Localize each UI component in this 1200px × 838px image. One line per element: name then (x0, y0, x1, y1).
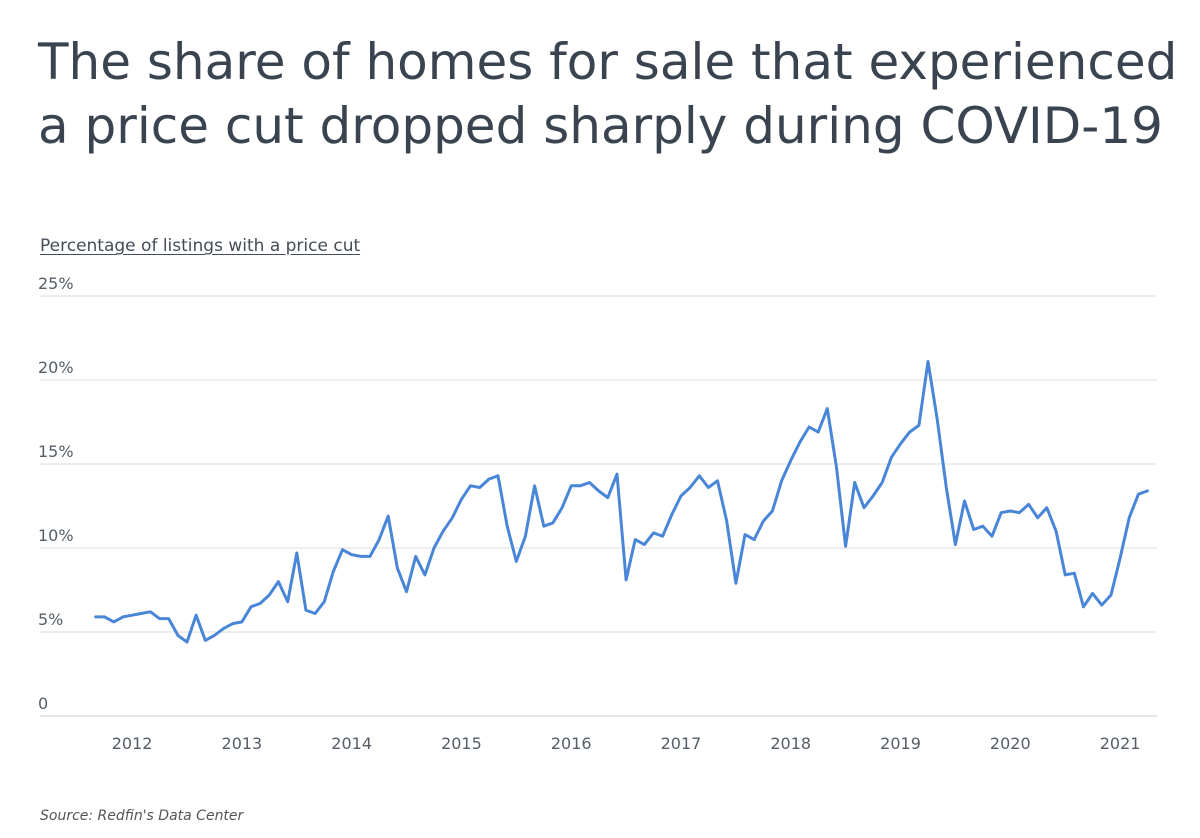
x-tick-label: 2012 (112, 734, 153, 753)
x-tick-label: 2015 (441, 734, 482, 753)
y-tick-label: 5% (38, 610, 63, 629)
series-line-0 (94, 360, 1149, 644)
y-tick-label: 0 (38, 694, 48, 713)
x-tick-label: 2019 (880, 734, 921, 753)
y-tick-label: 10% (38, 526, 74, 545)
x-tick-label: 2020 (990, 734, 1031, 753)
y-tick-label: 15% (38, 442, 74, 461)
x-tick-label: 2018 (770, 734, 811, 753)
x-tick-label: 2021 (1100, 734, 1141, 753)
x-tick-label: 2017 (661, 734, 702, 753)
x-tick-label: 2016 (551, 734, 592, 753)
x-tick-label: 2014 (331, 734, 372, 753)
grid-lines (40, 295, 1157, 717)
y-axis-label: Percentage of listings with a price cut (40, 236, 361, 256)
source-note: Source: Redfin's Data Center (40, 808, 244, 824)
x-tick-label: 2013 (222, 734, 263, 753)
x-axis-ticks: 2012 2013 2014 2015 2016 2017 2018 2019 2020 2021 (112, 734, 1141, 753)
series-group (94, 360, 1149, 644)
chart-title: The share of homes for sale that experie… (38, 33, 1178, 155)
y-tick-label: 25% (38, 274, 74, 293)
y-axis-ticks: 0 5% 10% 15% 20% 25% (38, 274, 74, 713)
y-tick-label: 20% (38, 358, 74, 377)
